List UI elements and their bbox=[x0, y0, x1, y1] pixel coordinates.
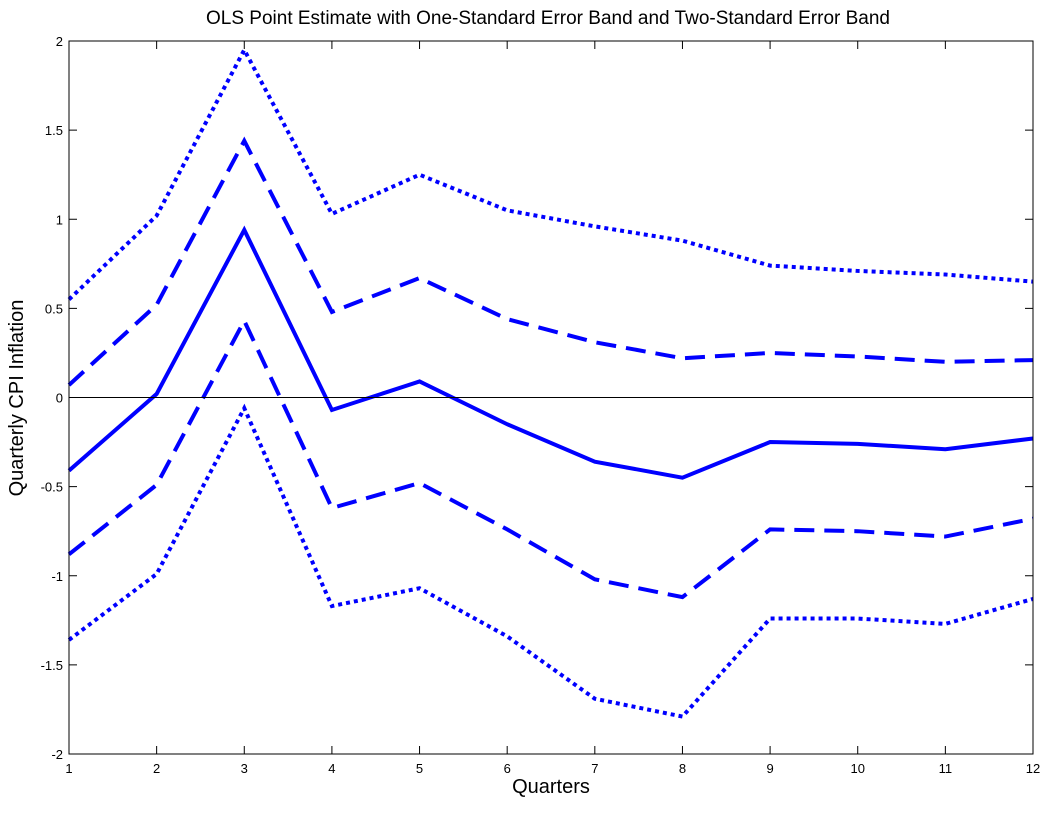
x-tick-label: 10 bbox=[850, 761, 864, 776]
ticks-layer: 1 2 3 4 5 6 7 8 9 10 11 12-2-1.5-1-0.500.511.52 bbox=[41, 34, 1041, 776]
upper-one-se-band-line bbox=[67, 136, 1034, 387]
y-tick-label: -2 bbox=[51, 747, 63, 762]
x-tick-label: 11 bbox=[939, 761, 953, 776]
y-axis-label: Quarterly CPI Inflation bbox=[6, 300, 28, 497]
x-tick-label: 5 bbox=[416, 761, 423, 776]
x-tick-label: 9 bbox=[766, 761, 773, 776]
y-tick-label: -1 bbox=[51, 569, 63, 584]
y-tick-label: 1 bbox=[56, 212, 63, 227]
upper-two-se-band-line bbox=[67, 45, 1034, 301]
point-estimate-line bbox=[67, 225, 1034, 480]
x-tick-label: 12 bbox=[1026, 761, 1040, 776]
x-tick-label: 6 bbox=[504, 761, 511, 776]
y-tick-label: 0 bbox=[56, 391, 63, 406]
lower-two-se-band-line bbox=[67, 403, 1034, 719]
lower-one-se-band-line bbox=[67, 316, 1034, 600]
y-tick-label: -1.5 bbox=[41, 658, 63, 673]
x-axis-label: Quarters bbox=[512, 776, 590, 798]
series-layer bbox=[67, 45, 1034, 719]
x-tick-label: 3 bbox=[241, 761, 248, 776]
y-tick-label: 2 bbox=[56, 34, 63, 49]
y-tick-label: 1.5 bbox=[45, 123, 63, 138]
chart-title: OLS Point Estimate with One-Standard Err… bbox=[206, 8, 890, 29]
x-tick-label: 7 bbox=[591, 761, 598, 776]
y-tick-label: -0.5 bbox=[41, 480, 63, 495]
y-tick-label: 0.5 bbox=[45, 301, 63, 316]
x-tick-label: 1 bbox=[65, 761, 72, 776]
x-tick-label: 2 bbox=[153, 761, 160, 776]
x-tick-label: 8 bbox=[679, 761, 686, 776]
x-tick-label: 4 bbox=[328, 761, 335, 776]
plot-area-frame bbox=[68, 40, 1034, 755]
